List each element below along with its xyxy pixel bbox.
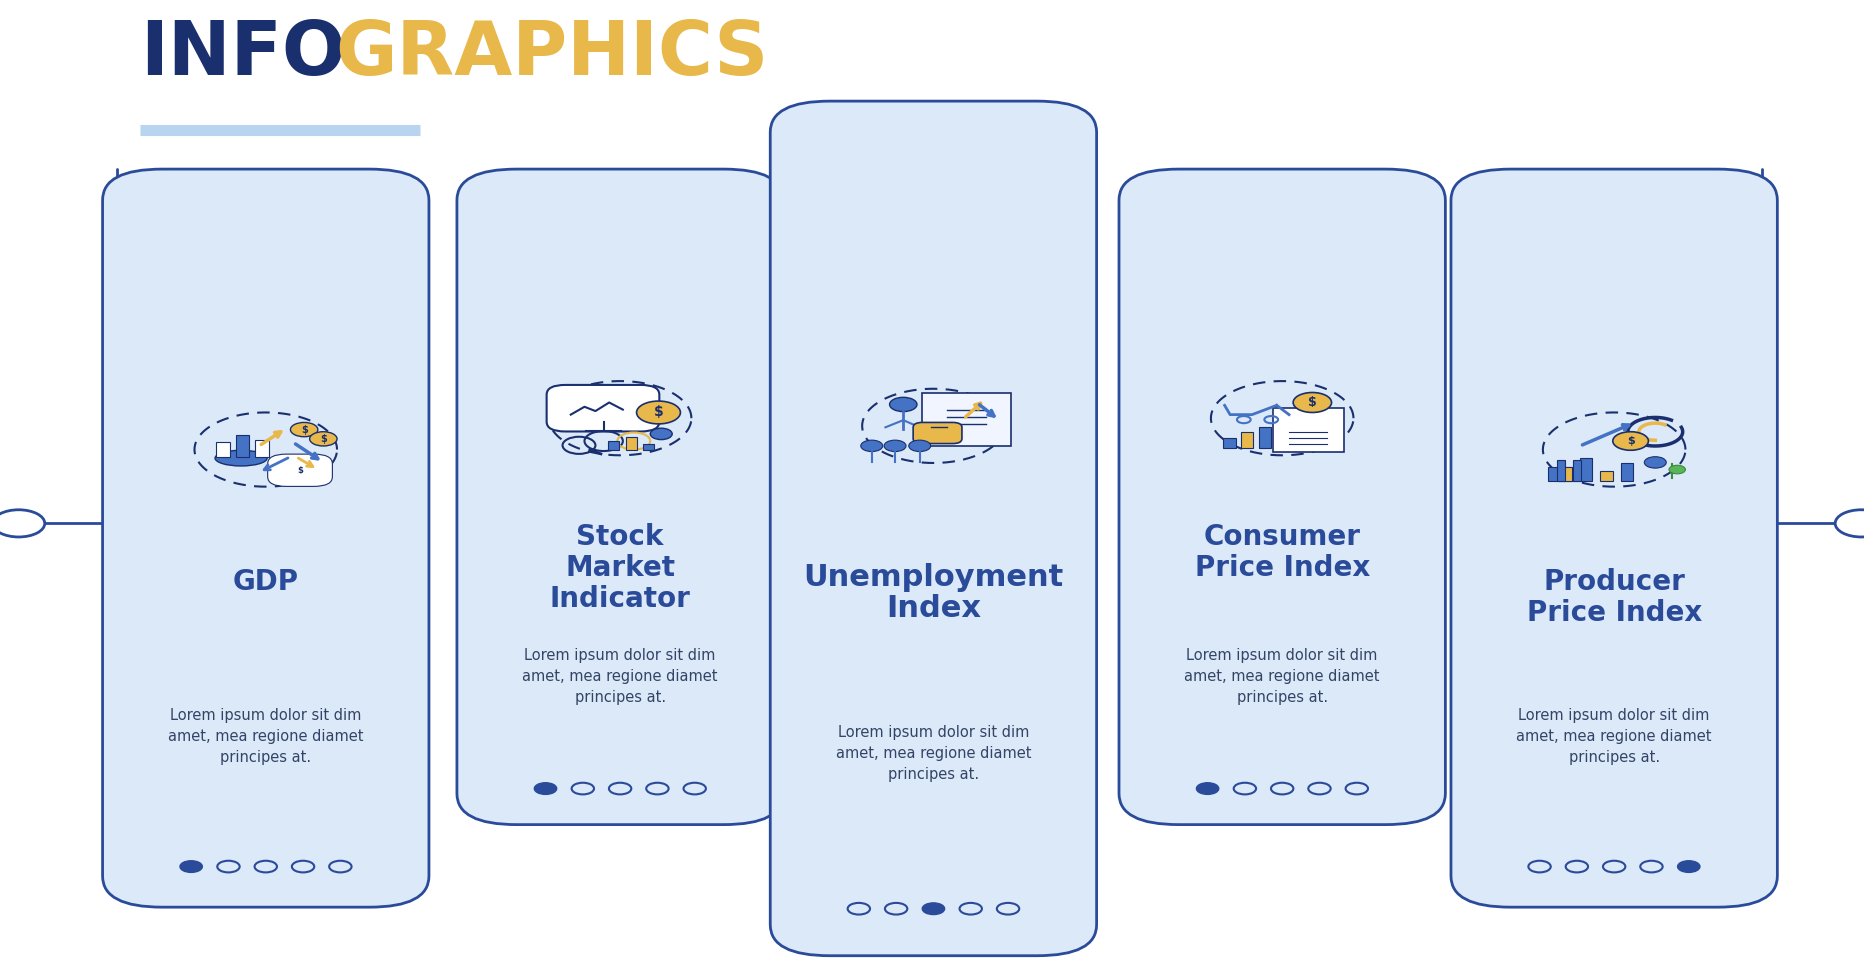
Circle shape <box>921 903 943 914</box>
FancyBboxPatch shape <box>1271 408 1342 452</box>
FancyBboxPatch shape <box>1118 170 1445 824</box>
Circle shape <box>861 440 882 452</box>
Text: Consumer: Consumer <box>1202 523 1361 551</box>
Circle shape <box>1612 432 1648 450</box>
Circle shape <box>636 401 680 424</box>
Text: Lorem ipsum dolor sit dim
amet, mea regione diamet
principes at.: Lorem ipsum dolor sit dim amet, mea regi… <box>1184 648 1379 705</box>
Circle shape <box>535 783 557 795</box>
Text: Producer: Producer <box>1542 567 1685 596</box>
Circle shape <box>309 432 337 446</box>
Circle shape <box>1197 783 1219 795</box>
Text: Indicator: Indicator <box>550 585 690 613</box>
Bar <box>1571 460 1581 481</box>
FancyBboxPatch shape <box>268 454 332 486</box>
Text: Price Index: Price Index <box>1195 554 1368 582</box>
FancyBboxPatch shape <box>546 385 660 431</box>
Text: GDP: GDP <box>233 567 298 596</box>
Bar <box>255 440 268 457</box>
Text: $: $ <box>1307 396 1316 409</box>
FancyBboxPatch shape <box>457 170 783 824</box>
Bar <box>1547 466 1586 481</box>
Text: GRAPHICS: GRAPHICS <box>336 19 768 91</box>
Bar <box>1240 432 1253 448</box>
Text: INFO: INFO <box>140 19 345 91</box>
FancyBboxPatch shape <box>1450 170 1776 907</box>
Text: $: $ <box>321 434 326 444</box>
Text: Market: Market <box>565 554 675 582</box>
Text: Unemployment: Unemployment <box>803 563 1062 592</box>
Text: Stock: Stock <box>576 523 664 551</box>
Circle shape <box>1676 860 1700 872</box>
Circle shape <box>1668 466 1685 474</box>
Circle shape <box>179 860 201 872</box>
Text: Price Index: Price Index <box>1527 599 1700 627</box>
Text: $: $ <box>1625 436 1633 446</box>
Text: Index: Index <box>885 594 980 622</box>
Ellipse shape <box>214 450 267 465</box>
FancyBboxPatch shape <box>921 393 1010 446</box>
Bar <box>235 435 250 457</box>
Bar <box>1558 466 1571 481</box>
Text: Lorem ipsum dolor sit dim
amet, mea regione diamet
principes at.: Lorem ipsum dolor sit dim amet, mea regi… <box>1515 708 1711 764</box>
Bar <box>1556 460 1564 481</box>
Bar <box>608 441 619 450</box>
Text: Lorem ipsum dolor sit dim
amet, mea regione diamet
principes at.: Lorem ipsum dolor sit dim amet, mea regi… <box>522 648 718 705</box>
Circle shape <box>0 510 45 537</box>
Text: $: $ <box>296 466 302 474</box>
Bar <box>1620 464 1633 481</box>
Bar <box>216 442 229 457</box>
FancyBboxPatch shape <box>770 101 1096 956</box>
Circle shape <box>1644 457 1665 468</box>
Bar <box>1579 458 1592 481</box>
Text: $: $ <box>300 424 308 434</box>
Circle shape <box>908 440 930 452</box>
FancyBboxPatch shape <box>913 422 962 444</box>
Bar <box>624 437 636 450</box>
Circle shape <box>1292 393 1331 413</box>
Text: Lorem ipsum dolor sit dim
amet, mea regione diamet
principes at.: Lorem ipsum dolor sit dim amet, mea regi… <box>835 725 1031 782</box>
FancyBboxPatch shape <box>103 170 429 907</box>
Circle shape <box>291 422 317 437</box>
Bar <box>1599 471 1612 481</box>
Circle shape <box>889 397 917 412</box>
Bar <box>1223 438 1236 448</box>
Circle shape <box>651 428 671 440</box>
Text: $: $ <box>652 406 664 419</box>
Circle shape <box>1834 510 1864 537</box>
Circle shape <box>884 440 906 452</box>
Bar <box>1258 426 1271 448</box>
Bar <box>643 444 654 450</box>
Text: Lorem ipsum dolor sit dim
amet, mea regione diamet
principes at.: Lorem ipsum dolor sit dim amet, mea regi… <box>168 708 363 764</box>
